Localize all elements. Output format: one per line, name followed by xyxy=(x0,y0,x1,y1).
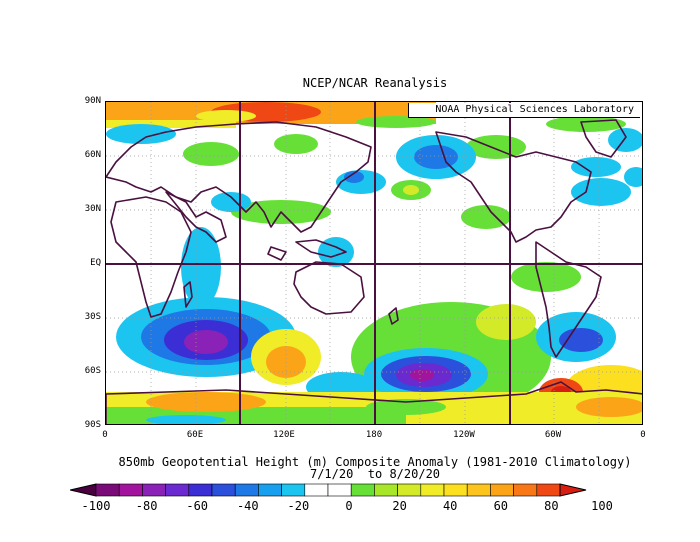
lon-label: 60W xyxy=(544,430,562,440)
colorbar-cell xyxy=(165,483,190,497)
colorbar-cell xyxy=(536,483,561,497)
colorbar-tick-label: -100 xyxy=(81,499,111,513)
colorbar-tick-label: 80 xyxy=(544,499,559,513)
map-canvas xyxy=(106,102,642,424)
lat-label: 90S xyxy=(84,420,101,430)
lon-label: 120W xyxy=(453,430,475,440)
caption-dates: 7/1/20 to 8/20/20 xyxy=(309,467,441,481)
lat-label: 60S xyxy=(84,366,101,376)
colorbar-cell xyxy=(211,483,236,497)
colorbar-tick-label: -40 xyxy=(236,499,259,513)
colorbar-cell xyxy=(420,483,445,497)
colorbar-tick-label: 0 xyxy=(345,499,353,513)
colorbar-cell xyxy=(397,483,422,497)
colorbar-cell xyxy=(258,483,282,497)
colorbar-tick-label: 100 xyxy=(591,499,613,513)
lat-label: EQ xyxy=(90,258,101,268)
colorbar-cell xyxy=(118,483,143,497)
colorbar-cell xyxy=(350,483,375,497)
lon-label: 120E xyxy=(273,430,295,440)
lat-label: 90N xyxy=(84,96,101,106)
colorbar-tick-label: -80 xyxy=(135,499,158,513)
lat-label: 30N xyxy=(84,204,101,214)
colorbar-tick-label: 20 xyxy=(392,499,407,513)
lon-label: 0 xyxy=(102,430,108,440)
colorbar-tick-label: -20 xyxy=(287,499,310,513)
lat-label: 60N xyxy=(84,150,101,160)
caption-variable: 850mb Geopotential Height (m) Composite … xyxy=(118,455,632,469)
colorbar-cell xyxy=(234,483,259,497)
colorbar-cell xyxy=(281,483,306,497)
colorbar xyxy=(70,483,587,497)
credit-label: NOAA Physical Sciences Laboratory xyxy=(408,103,640,118)
colorbar-cell xyxy=(466,483,491,497)
colorbar-arrow-low xyxy=(70,483,97,497)
colorbar-cell xyxy=(490,483,514,497)
lon-label: 60E xyxy=(186,430,204,440)
lon-label: 180 xyxy=(365,430,383,440)
colorbar-tick-label: 60 xyxy=(493,499,509,513)
colorbar-cell xyxy=(304,483,329,497)
lon-label: 0 xyxy=(640,430,646,440)
colorbar-cell xyxy=(95,483,120,497)
colorbar-cell xyxy=(513,483,538,497)
colorbar-cell xyxy=(142,483,166,497)
anomaly-map: NOAA Physical Sciences Laboratory xyxy=(105,101,643,425)
colorbar-cell xyxy=(374,483,398,497)
colorbar-tick-label: -60 xyxy=(186,499,209,513)
colorbar-arrow-high xyxy=(559,483,587,497)
colorbar-tick-label: 40 xyxy=(442,499,458,513)
lat-label: 30S xyxy=(84,312,101,322)
map-title: NCEP/NCAR Reanalysis xyxy=(302,76,448,90)
reference-lines xyxy=(106,102,642,424)
colorbar-cell xyxy=(443,483,468,497)
anomaly-fields xyxy=(106,102,642,424)
colorbar-cell xyxy=(327,483,352,497)
colorbar-cell xyxy=(188,483,213,497)
